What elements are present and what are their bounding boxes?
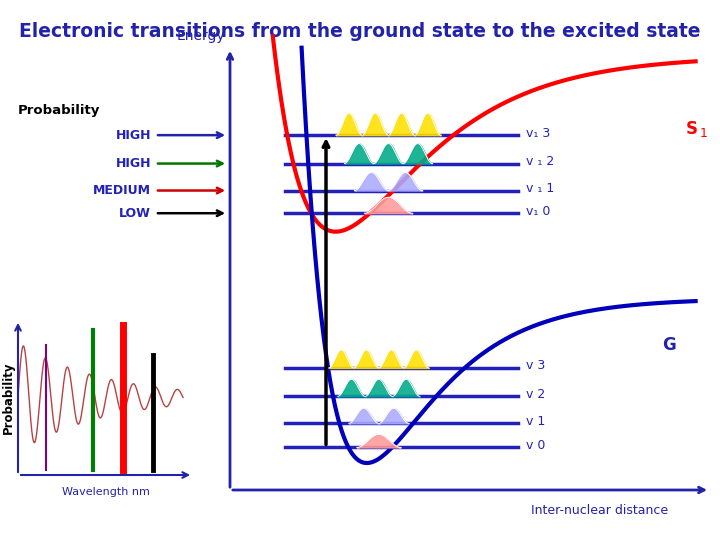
Text: Energy: Energy [176, 29, 225, 43]
Text: Wavelength nm: Wavelength nm [62, 487, 150, 497]
Text: MEDIUM: MEDIUM [93, 184, 151, 197]
Text: v 1: v 1 [526, 415, 545, 428]
Text: 1: 1 [700, 127, 708, 140]
Text: S: S [686, 120, 698, 138]
Text: Probability: Probability [18, 104, 100, 117]
Text: v ₁ 2: v ₁ 2 [526, 155, 554, 168]
Text: Electronic transitions from the ground state to the excited state: Electronic transitions from the ground s… [19, 22, 701, 41]
Text: v 2: v 2 [526, 388, 545, 401]
Text: v ₁ 1: v ₁ 1 [526, 182, 554, 195]
Text: v₁ 0: v₁ 0 [526, 205, 550, 218]
Text: Inter-nuclear distance: Inter-nuclear distance [531, 504, 669, 517]
Text: Probability: Probability [1, 361, 14, 434]
Text: HIGH: HIGH [115, 157, 151, 170]
Text: v 0: v 0 [526, 439, 545, 452]
Text: v₁ 3: v₁ 3 [526, 127, 550, 140]
Text: G: G [662, 336, 676, 354]
Text: v 3: v 3 [526, 360, 545, 373]
Text: LOW: LOW [119, 207, 151, 220]
Text: HIGH: HIGH [115, 129, 151, 141]
